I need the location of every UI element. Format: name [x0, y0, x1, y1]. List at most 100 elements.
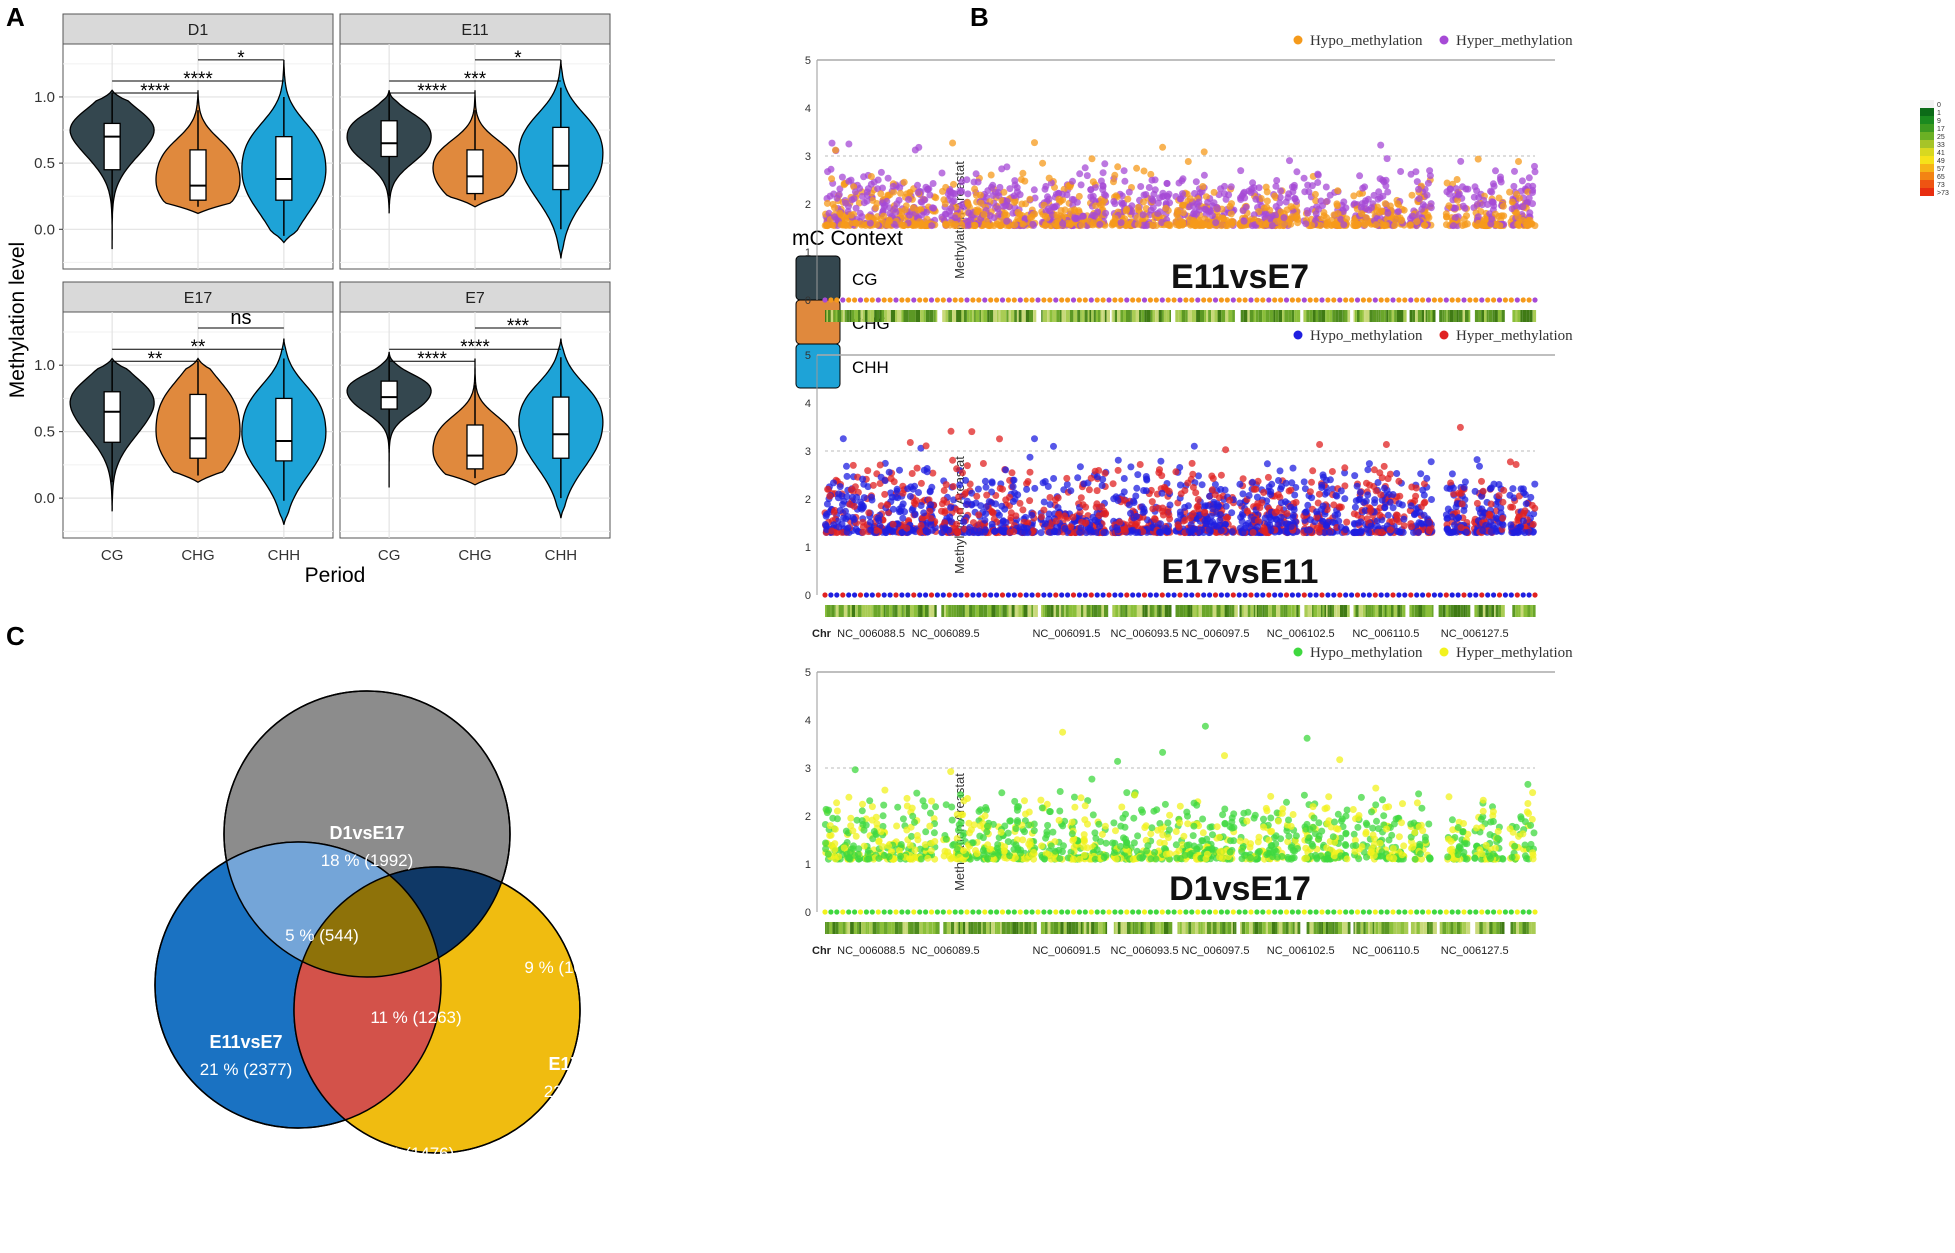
baseline-dot: [857, 297, 864, 303]
data-point-hyper: [908, 470, 916, 477]
data-point-hypo: [906, 492, 914, 500]
data-point-hypo: [1320, 473, 1327, 481]
data-point-hyper: [1528, 501, 1536, 509]
data-point-hypo: [1460, 483, 1468, 491]
data-point-hyper: [1087, 186, 1095, 194]
data-point-hyper: [1393, 511, 1400, 519]
data-point-hypo: [1265, 483, 1273, 491]
density-bar: [1212, 605, 1217, 617]
density-bar: [1169, 310, 1171, 322]
data-point-hypo: [1120, 475, 1128, 482]
data-point-hypo: [869, 196, 877, 204]
data-point-hyper: [1217, 185, 1225, 193]
density-bar: [1365, 310, 1370, 322]
data-point-hyper: [884, 174, 892, 182]
data-point-hyper: [1044, 205, 1052, 213]
data-point-hypo: [1218, 221, 1226, 229]
data-point-hyper: [884, 501, 891, 509]
baseline-dot: [869, 592, 875, 598]
data-point-hyper: [1314, 170, 1322, 178]
density-bar: [972, 310, 975, 322]
baseline-dot: [1189, 592, 1195, 598]
data-point-hyper: [1175, 523, 1183, 531]
data-point-hypo: [877, 190, 885, 198]
baseline-dot: [1461, 592, 1467, 598]
density-bar: [1010, 310, 1015, 322]
data-point-hypo: [1093, 473, 1101, 481]
data-point-hyper: [1163, 192, 1171, 200]
data-point-hyper: [1191, 190, 1198, 197]
data-point-hyper: [1418, 205, 1426, 213]
density-bar: [1527, 605, 1531, 617]
data-point-hypo: [949, 139, 957, 147]
data-point-hyper: [1424, 179, 1432, 187]
density-bar: [1353, 310, 1355, 322]
density-bar: [1042, 310, 1046, 322]
y-tick-label: 0.0: [34, 221, 55, 238]
density-bar: [913, 310, 916, 322]
baseline-dot: [1053, 297, 1059, 303]
data-point-hyper: [1011, 177, 1019, 185]
facet-strip: [339, 13, 611, 45]
density-bar: [1307, 605, 1312, 617]
data-point-hypo: [1189, 525, 1197, 533]
data-point-hypo: [1166, 501, 1174, 509]
density-bar: [1101, 605, 1104, 617]
density-bar: [894, 605, 898, 617]
data-point-hypo: [1455, 514, 1462, 522]
data-point-hyper: [988, 508, 996, 516]
data-point-hyper: [1101, 469, 1109, 477]
density-bar: [1291, 310, 1295, 322]
density-bar: [1241, 605, 1244, 617]
density-bar: [1114, 310, 1118, 322]
baseline-dot: [1088, 297, 1094, 303]
data-point-hyper: [1016, 499, 1024, 507]
baseline-dot: [1289, 592, 1295, 598]
density-bar: [1304, 605, 1308, 617]
data-point-hypo: [1092, 202, 1100, 210]
density-bar: [1442, 605, 1446, 617]
density-bar: [925, 310, 930, 322]
data-point-hyper: [845, 177, 853, 185]
data-point-hypo: [941, 200, 949, 208]
baseline-dot: [1502, 592, 1508, 598]
data-point-hypo: [1026, 214, 1034, 222]
data-point-hyper: [1226, 496, 1233, 504]
baseline-dot: [1425, 592, 1432, 598]
data-point-hyper: [917, 522, 925, 529]
data-point-hyper: [1260, 489, 1268, 496]
baseline-dot: [958, 297, 964, 303]
density-bar: [1347, 605, 1350, 617]
baseline-dot: [1360, 592, 1366, 598]
data-point-hypo: [1448, 513, 1456, 521]
density-bar: [1136, 605, 1141, 617]
baseline-dot: [846, 592, 852, 598]
data-point-hyper: [1147, 206, 1155, 214]
data-point-hypo: [1318, 484, 1326, 491]
density-bar: [953, 605, 957, 617]
data-point-hypo: [1219, 215, 1227, 223]
data-point-hyper: [863, 197, 871, 205]
data-point-hypo: [1427, 458, 1435, 466]
density-bar: [1166, 310, 1170, 322]
data-point-hypo: [873, 221, 880, 229]
data-point-hyper: [1518, 177, 1526, 185]
baseline-dot: [1165, 592, 1171, 598]
density-bar: [1150, 310, 1153, 322]
data-point-hyper: [964, 190, 972, 198]
density-bar: [1294, 605, 1297, 617]
density-bar: [1069, 310, 1074, 322]
data-point-hypo: [1019, 220, 1027, 228]
data-point-hyper: [1201, 205, 1209, 213]
density-bar: [1216, 605, 1221, 617]
density-bar: [1484, 310, 1487, 322]
data-point-hypo: [1054, 216, 1062, 224]
data-point-hyper: [1150, 190, 1158, 198]
data-point-hyper: [1063, 474, 1071, 482]
y-tick-label: 0.5: [34, 155, 55, 172]
baseline-dot: [1354, 297, 1361, 303]
data-point-hyper: [1222, 446, 1230, 454]
data-point-hyper: [1340, 198, 1348, 206]
density-bar: [1372, 310, 1377, 322]
data-point-hyper: [1376, 175, 1384, 183]
